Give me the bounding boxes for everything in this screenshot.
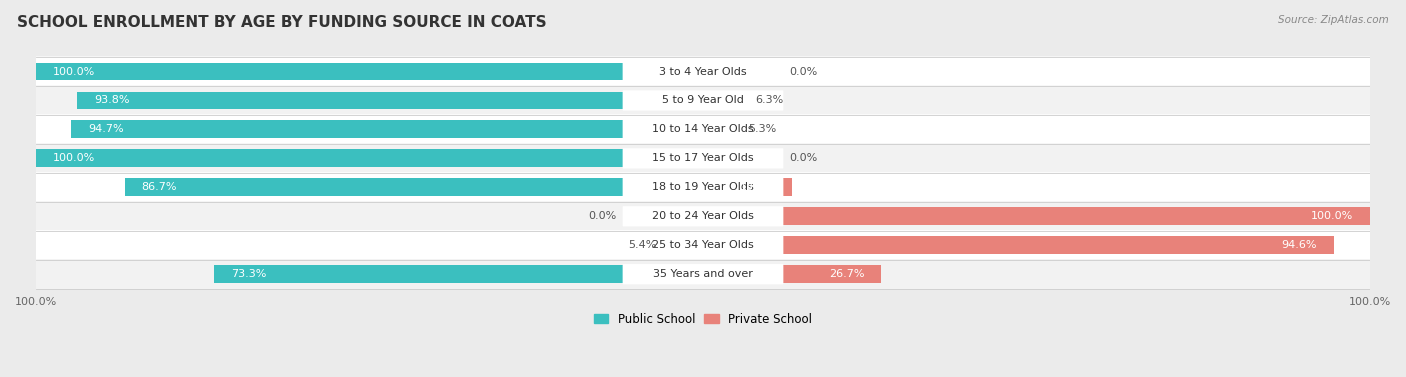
Text: 0.0%: 0.0% bbox=[588, 211, 616, 221]
Bar bbox=[666, 236, 703, 254]
Bar bbox=[703, 149, 716, 167]
Text: 86.7%: 86.7% bbox=[142, 182, 177, 192]
FancyBboxPatch shape bbox=[623, 61, 783, 82]
Text: 20 to 24 Year Olds: 20 to 24 Year Olds bbox=[652, 211, 754, 221]
Bar bbox=[703, 121, 738, 138]
Bar bbox=[703, 63, 716, 81]
Bar bbox=[77, 92, 703, 109]
FancyBboxPatch shape bbox=[623, 90, 783, 110]
Bar bbox=[125, 178, 703, 196]
Bar bbox=[72, 121, 703, 138]
Text: 94.7%: 94.7% bbox=[89, 124, 124, 135]
Text: 100.0%: 100.0% bbox=[1310, 211, 1353, 221]
Text: 0.0%: 0.0% bbox=[790, 66, 818, 77]
Bar bbox=[703, 92, 745, 109]
Text: 25 to 34 Year Olds: 25 to 34 Year Olds bbox=[652, 240, 754, 250]
Text: 13.3%: 13.3% bbox=[740, 182, 775, 192]
FancyBboxPatch shape bbox=[623, 119, 783, 139]
Text: 100.0%: 100.0% bbox=[53, 66, 96, 77]
Text: 10 to 14 Year Olds: 10 to 14 Year Olds bbox=[652, 124, 754, 135]
Text: SCHOOL ENROLLMENT BY AGE BY FUNDING SOURCE IN COATS: SCHOOL ENROLLMENT BY AGE BY FUNDING SOUR… bbox=[17, 15, 547, 30]
FancyBboxPatch shape bbox=[623, 235, 783, 255]
Bar bbox=[703, 207, 1369, 225]
Bar bbox=[37, 149, 703, 167]
Text: 5.3%: 5.3% bbox=[748, 124, 776, 135]
FancyBboxPatch shape bbox=[37, 114, 1369, 144]
Bar bbox=[214, 265, 703, 283]
Text: Source: ZipAtlas.com: Source: ZipAtlas.com bbox=[1278, 15, 1389, 25]
Bar bbox=[703, 236, 1334, 254]
FancyBboxPatch shape bbox=[37, 172, 1369, 202]
Text: 26.7%: 26.7% bbox=[830, 269, 865, 279]
Text: 35 Years and over: 35 Years and over bbox=[652, 269, 754, 279]
Text: 94.6%: 94.6% bbox=[1282, 240, 1317, 250]
Bar bbox=[703, 178, 792, 196]
Text: 5.4%: 5.4% bbox=[628, 240, 657, 250]
FancyBboxPatch shape bbox=[37, 259, 1369, 289]
FancyBboxPatch shape bbox=[37, 86, 1369, 115]
FancyBboxPatch shape bbox=[37, 201, 1369, 231]
Text: 0.0%: 0.0% bbox=[790, 153, 818, 163]
Legend: Public School, Private School: Public School, Private School bbox=[589, 308, 817, 330]
FancyBboxPatch shape bbox=[623, 148, 783, 169]
Text: 5 to 9 Year Old: 5 to 9 Year Old bbox=[662, 95, 744, 106]
FancyBboxPatch shape bbox=[623, 264, 783, 284]
Bar bbox=[703, 265, 882, 283]
Bar bbox=[37, 63, 703, 81]
Text: 18 to 19 Year Olds: 18 to 19 Year Olds bbox=[652, 182, 754, 192]
FancyBboxPatch shape bbox=[37, 57, 1369, 87]
FancyBboxPatch shape bbox=[623, 177, 783, 198]
Text: 15 to 17 Year Olds: 15 to 17 Year Olds bbox=[652, 153, 754, 163]
FancyBboxPatch shape bbox=[37, 143, 1369, 173]
Text: 6.3%: 6.3% bbox=[755, 95, 783, 106]
FancyBboxPatch shape bbox=[37, 230, 1369, 260]
Text: 100.0%: 100.0% bbox=[53, 153, 96, 163]
Text: 3 to 4 Year Olds: 3 to 4 Year Olds bbox=[659, 66, 747, 77]
FancyBboxPatch shape bbox=[623, 206, 783, 227]
Bar bbox=[690, 207, 703, 225]
Text: 73.3%: 73.3% bbox=[231, 269, 266, 279]
Text: 93.8%: 93.8% bbox=[94, 95, 129, 106]
